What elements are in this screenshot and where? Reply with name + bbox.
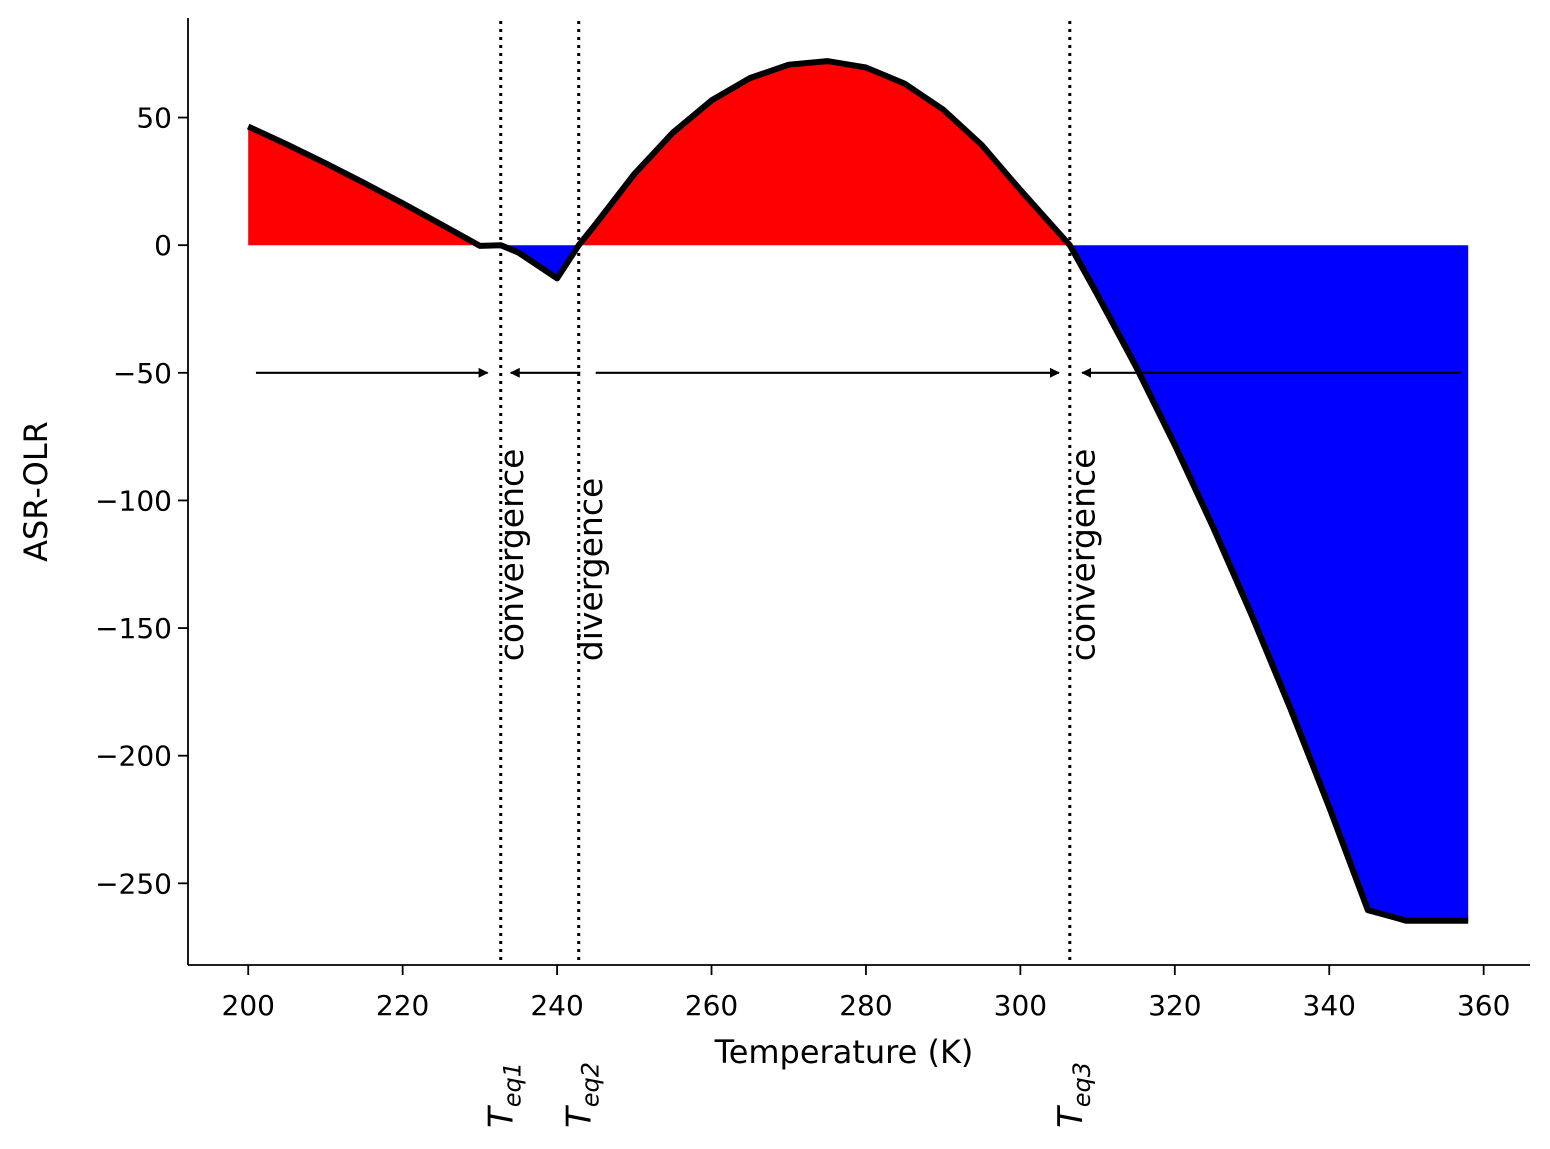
positive-fill-region (578, 61, 1070, 246)
y-tick-label: −150 (95, 612, 172, 645)
asr-olr-curve (246, 58, 1469, 924)
y-tick-label: 50 (136, 102, 172, 135)
x-tick-label: 240 (530, 989, 583, 1022)
y-tick-label: −50 (113, 357, 172, 390)
y-tick-label: −200 (95, 740, 172, 773)
negative-fill-region (1069, 245, 1469, 921)
y-tick-label: 0 (154, 229, 172, 262)
x-tick-label: 320 (1148, 989, 1201, 1022)
x-tick-label: 280 (839, 989, 892, 1022)
axes: 200 220 240 260 280 300 320 340 360 50 0 −50 −100 −15… (95, 18, 1530, 1022)
equilibrium-lines (499, 21, 1072, 965)
annotation-convergence-3: convergence (1064, 449, 1103, 662)
x-tick-label: 200 (222, 989, 275, 1022)
annotation-convergence-1: convergence (492, 449, 531, 662)
teq-label-2: Teq2 (560, 1062, 605, 1128)
teq-label-1: Teq1 (482, 1062, 527, 1128)
y-tick-label: −100 (95, 484, 172, 517)
y-tick-label: −250 (95, 867, 172, 900)
curve-group (246, 58, 1469, 924)
x-tick-label: 220 (376, 989, 429, 1022)
labels: Temperature (K) ASR-OLR convergence diverge… (17, 421, 1103, 1128)
y-axis-label: ASR-OLR (17, 421, 55, 562)
annotation-divergence-2: divergence (571, 478, 610, 662)
x-axis-label: Temperature (K) (714, 1033, 974, 1071)
x-tick-label: 360 (1457, 989, 1510, 1022)
x-tick-label: 340 (1303, 989, 1356, 1022)
fill-areas (248, 61, 1469, 921)
x-tick-label: 300 (994, 989, 1047, 1022)
x-tick-label: 260 (685, 989, 738, 1022)
teq-label-3: Teq3 (1051, 1062, 1096, 1128)
